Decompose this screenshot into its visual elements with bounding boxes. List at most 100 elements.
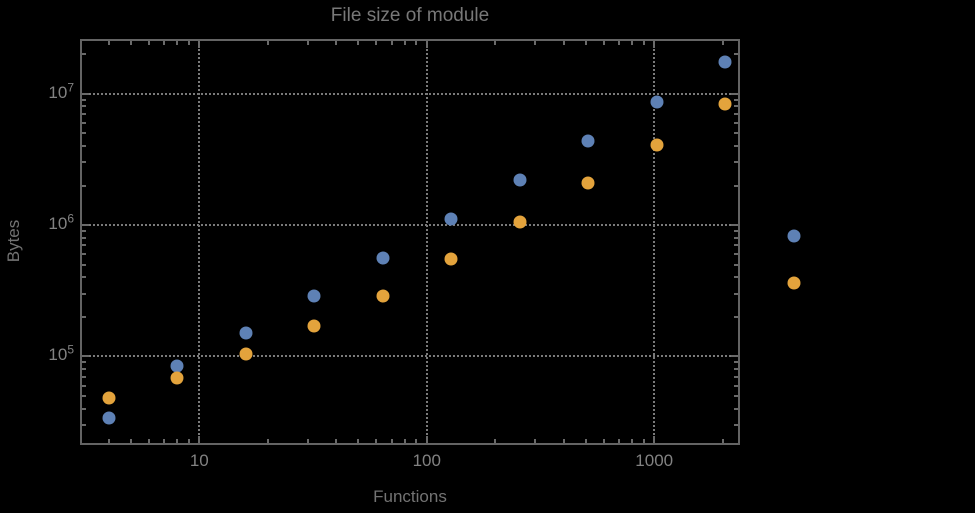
- y-tick-label: 106: [0, 212, 74, 236]
- data-point-orange: [718, 97, 732, 111]
- tick-mark: [82, 132, 86, 135]
- x-tick-label: 1000: [635, 451, 674, 470]
- tick-mark: [534, 41, 537, 45]
- y-tick-exponent: 7: [67, 80, 74, 95]
- tick-mark: [176, 439, 179, 443]
- tick-mark: [731, 92, 738, 95]
- tick-mark: [415, 41, 418, 45]
- tick-mark: [82, 276, 86, 279]
- tick-mark: [734, 424, 738, 427]
- tick-mark: [266, 41, 269, 45]
- tick-mark: [734, 132, 738, 135]
- data-point-blue: [307, 289, 321, 303]
- tick-mark: [734, 292, 738, 295]
- tick-mark: [82, 161, 86, 164]
- tick-mark: [129, 41, 132, 45]
- tick-mark: [147, 41, 150, 45]
- tick-mark: [425, 41, 428, 48]
- tick-mark: [584, 41, 587, 45]
- tick-mark: [403, 41, 406, 45]
- tick-mark: [494, 439, 497, 443]
- tick-mark: [534, 439, 537, 443]
- y-tick-label: 105: [0, 343, 74, 367]
- data-point-blue: [102, 411, 116, 425]
- x-axis-label: Functions: [373, 487, 447, 506]
- plot-frame: [80, 39, 740, 445]
- tick-mark: [357, 41, 360, 45]
- tick-mark: [734, 394, 738, 397]
- tick-mark: [306, 41, 309, 45]
- tick-mark: [734, 105, 738, 108]
- tick-mark: [602, 41, 605, 45]
- tick-mark: [187, 439, 190, 443]
- tick-mark: [734, 407, 738, 410]
- tick-mark: [584, 439, 587, 443]
- tick-mark: [107, 41, 110, 45]
- x-tick-label: 10: [189, 451, 209, 470]
- tick-mark: [734, 230, 738, 233]
- tick-mark: [82, 361, 86, 364]
- tick-mark: [390, 439, 393, 443]
- y-tick-mantissa: 10: [48, 82, 68, 102]
- tick-mark: [562, 41, 565, 45]
- tick-mark: [631, 41, 634, 45]
- data-point-blue: [718, 55, 732, 69]
- tick-mark: [734, 53, 738, 56]
- y-tick-exponent: 6: [67, 211, 74, 226]
- tick-mark: [107, 439, 110, 443]
- grid-line-x: [653, 41, 656, 443]
- data-point-blue: [581, 134, 595, 148]
- tick-mark: [734, 315, 738, 318]
- tick-mark: [642, 41, 645, 45]
- y-tick-label: 107: [0, 81, 74, 105]
- data-point-orange: [170, 371, 184, 385]
- tick-mark: [163, 439, 166, 443]
- tick-mark: [82, 394, 86, 397]
- tick-mark: [82, 230, 86, 233]
- data-point-blue: [513, 173, 527, 187]
- y-axis-label: Bytes: [4, 219, 23, 263]
- tick-mark: [82, 244, 86, 247]
- tick-mark: [163, 41, 166, 45]
- data-point-orange: [444, 252, 458, 266]
- tick-mark: [82, 368, 86, 371]
- tick-mark: [82, 407, 86, 410]
- tick-mark: [82, 355, 89, 358]
- tick-mark: [375, 439, 378, 443]
- tick-mark: [642, 439, 645, 443]
- tick-mark: [734, 263, 738, 266]
- tick-mark: [82, 184, 86, 187]
- tick-mark: [734, 236, 738, 239]
- tick-mark: [415, 439, 418, 443]
- tick-mark: [734, 361, 738, 364]
- tick-mark: [357, 439, 360, 443]
- tick-mark: [82, 424, 86, 427]
- tick-mark: [731, 355, 738, 358]
- tick-mark: [82, 315, 86, 318]
- data-point-blue: [444, 212, 458, 226]
- tick-mark: [390, 41, 393, 45]
- tick-mark: [734, 113, 738, 116]
- tick-mark: [198, 41, 201, 48]
- data-point-blue: [650, 95, 664, 109]
- tick-mark: [734, 144, 738, 147]
- data-point-orange: [787, 276, 801, 290]
- tick-mark: [425, 436, 428, 443]
- tick-mark: [734, 368, 738, 371]
- tick-mark: [82, 113, 86, 116]
- tick-mark: [198, 436, 201, 443]
- data-point-blue: [170, 359, 184, 373]
- y-tick-mantissa: 10: [48, 345, 68, 365]
- tick-mark: [82, 263, 86, 266]
- tick-mark: [335, 41, 338, 45]
- tick-mark: [82, 53, 86, 56]
- data-point-orange: [581, 176, 595, 190]
- tick-mark: [82, 375, 86, 378]
- tick-mark: [734, 161, 738, 164]
- tick-mark: [617, 41, 620, 45]
- tick-mark: [734, 121, 738, 124]
- tick-mark: [335, 439, 338, 443]
- tick-mark: [721, 439, 724, 443]
- tick-mark: [82, 144, 86, 147]
